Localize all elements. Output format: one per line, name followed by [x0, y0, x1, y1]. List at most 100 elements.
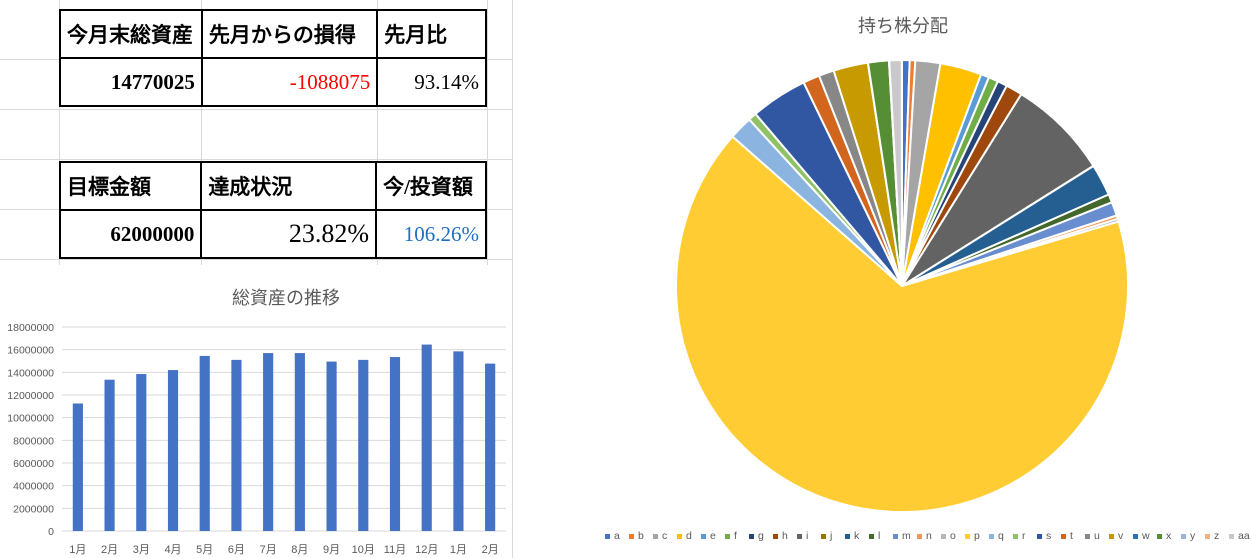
kpi-value-row: 14770025 -1088075 93.14% [59, 57, 487, 107]
legend-label: x [1166, 530, 1172, 542]
legend-label: q [998, 530, 1004, 542]
bar [104, 379, 115, 531]
legend-item-s: s [1037, 530, 1051, 542]
legend-item-z: z [1205, 530, 1219, 542]
kpi-header-total-assets: 今月末総資産 [59, 9, 203, 59]
legend-item-c: c [653, 530, 667, 542]
kpi-header-row: 目標金額 達成状況 今/投資額 [58, 161, 487, 211]
legend-label: g [758, 530, 764, 542]
bar [72, 403, 83, 531]
bar [421, 344, 432, 531]
legend-item-k: k [845, 530, 860, 542]
legend-item-o: o [941, 530, 956, 542]
legend-label: f [734, 530, 737, 542]
kpi-value-total-assets: 14770025 [59, 57, 203, 107]
legend-item-a: a [605, 530, 620, 542]
bar [485, 363, 496, 531]
bar [199, 355, 210, 531]
y-tick-label: 2000000 [13, 503, 54, 515]
y-tick-label: 10000000 [7, 413, 54, 425]
legend-item-r: r [1013, 530, 1026, 542]
pie-chart: abcdefghijklmnopqrstuvwxyzaaab [605, 58, 1250, 542]
kpi-header-progress: 達成状況 [200, 161, 378, 211]
legend-item-q: q [989, 530, 1004, 542]
legend-item-j: j [821, 530, 832, 542]
y-tick-label: 8000000 [13, 435, 54, 447]
bar [453, 351, 464, 531]
legend-label: c [662, 530, 667, 542]
y-tick-label: 14000000 [7, 367, 54, 379]
legend-label: d [686, 530, 692, 542]
legend-label: n [926, 530, 932, 542]
legend-label: o [950, 530, 956, 542]
kpi-value-invest-ratio: 106.26% [375, 209, 487, 259]
legend-label: t [1070, 530, 1073, 542]
legend-label: l [878, 530, 880, 542]
legend-item-i: i [797, 530, 808, 542]
legend-item-d: d [677, 530, 692, 542]
x-tick-label: 12月 [415, 544, 438, 556]
bar [136, 374, 147, 531]
legend-label: z [1214, 530, 1219, 542]
kpi-header-ratio: 先月比 [376, 9, 487, 59]
x-tick-label: 1月 [450, 544, 467, 556]
x-tick-label: 5月 [196, 544, 213, 556]
legend-label: m [902, 530, 911, 542]
legend-item-l: l [869, 530, 880, 542]
legend-label: u [1094, 530, 1100, 542]
kpi-value-progress: 23.82% [200, 209, 378, 259]
x-tick-label: 8月 [291, 544, 308, 556]
legend-label: i [806, 530, 808, 542]
kpi-header-change: 先月からの損得 [200, 9, 379, 59]
legend-item-n: n [917, 530, 932, 542]
legend-item-aa: aa [1229, 530, 1250, 542]
x-tick-label: 3月 [133, 544, 150, 556]
legend-label: e [710, 530, 716, 542]
legend-label: p [974, 530, 980, 542]
legend-item-v: v [1109, 530, 1124, 542]
kpi-value-change: -1088075 [200, 57, 379, 107]
x-tick-label: 6月 [228, 544, 245, 556]
bar-chart: 0 2000000 4000000 6000000 8000000 10000000 120… [7, 322, 506, 556]
legend-label: h [782, 530, 788, 542]
legend-label: w [1141, 530, 1150, 542]
legend-label: y [1190, 530, 1196, 542]
bar-chart-title: 総資産の推移 [232, 288, 340, 308]
kpi-header-goal: 目標金額 [58, 161, 203, 211]
legend-label: v [1118, 530, 1124, 542]
legend-item-e: e [701, 530, 716, 542]
legend-item-h: h [773, 530, 788, 542]
legend-item-w: w [1133, 530, 1150, 542]
x-tick-label: 2月 [482, 544, 499, 556]
kpi-value-row: 62000000 23.82% 106.26% [58, 209, 487, 259]
pie-chart-title: 持ち株分配 [858, 16, 948, 36]
legend-item-p: p [965, 530, 980, 542]
kpi-table-current: 今月末総資産 先月からの損得 先月比 14770025 -1088075 93.… [59, 9, 487, 107]
kpi-header-invest-ratio: 今/投資額 [375, 161, 487, 211]
legend-label: r [1022, 530, 1026, 542]
y-tick-label: 18000000 [7, 322, 54, 334]
legend-item-y: y [1181, 530, 1196, 542]
kpi-header-row: 今月末総資産 先月からの損得 先月比 [59, 9, 487, 59]
y-tick-label: 16000000 [7, 345, 54, 357]
chart-divider [512, 0, 513, 558]
y-tick-label: 6000000 [13, 458, 54, 470]
legend-item-b: b [629, 530, 644, 542]
bar [294, 353, 305, 531]
legend-label: b [638, 530, 644, 542]
legend-item-f: f [725, 530, 737, 542]
x-tick-label: 10月 [352, 544, 375, 556]
bar [389, 357, 401, 531]
x-tick-label: 1月 [69, 544, 86, 556]
legend-item-g: g [749, 530, 764, 542]
x-tick-label: 9月 [323, 544, 340, 556]
legend-item-x: x [1157, 530, 1172, 542]
bar [358, 359, 369, 531]
legend-item-t: t [1061, 530, 1073, 542]
y-tick-label: 4000000 [13, 481, 54, 493]
bar [231, 359, 242, 531]
bar [326, 361, 337, 531]
pie-slice-i [901, 92, 1095, 287]
x-tick-label: 11月 [384, 544, 406, 556]
kpi-table-goal: 目標金額 達成状況 今/投資額 62000000 23.82% 106.26% [58, 161, 487, 259]
